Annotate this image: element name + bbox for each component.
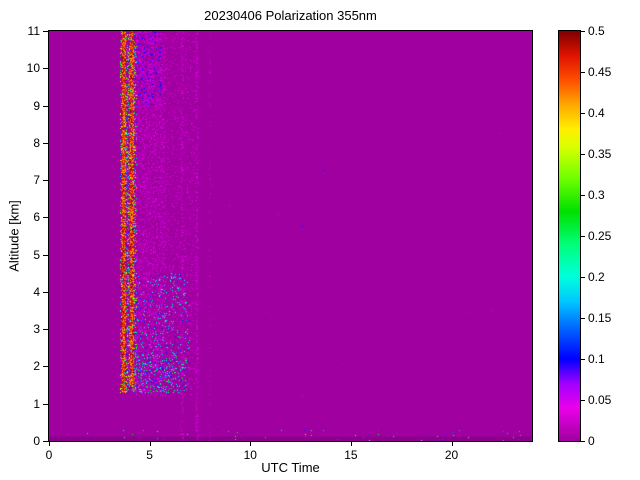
colorbar bbox=[558, 30, 581, 442]
heatmap-canvas bbox=[49, 31, 532, 441]
y-tick-label: 9 bbox=[33, 98, 40, 113]
y-tick-label: 7 bbox=[33, 173, 40, 188]
y-tick-mark bbox=[43, 68, 48, 70]
y-tick-label: 0 bbox=[33, 434, 40, 448]
y-tick-label: 2 bbox=[33, 359, 40, 374]
colorbar-canvas bbox=[559, 31, 580, 441]
y-tick-mark bbox=[43, 254, 48, 256]
colorbar-tick-label: 0.25 bbox=[588, 229, 612, 243]
y-tick-mark bbox=[43, 441, 48, 442]
x-tick-mark bbox=[149, 442, 151, 446]
x-axis-label: UTC Time bbox=[261, 460, 320, 475]
y-tick-label: 5 bbox=[33, 247, 40, 262]
y-tick-label: 3 bbox=[33, 322, 40, 337]
y-tick-mark bbox=[43, 329, 48, 331]
colorbar-tick-mark bbox=[581, 441, 585, 442]
colorbar-tick-label: 0.3 bbox=[588, 188, 605, 202]
y-tick-label: 6 bbox=[33, 210, 40, 225]
y-tick-label: 4 bbox=[33, 284, 40, 299]
colorbar-tick-mark bbox=[581, 236, 585, 237]
colorbar-tick-label: 0.15 bbox=[588, 311, 612, 325]
colorbar-tick-label: 0.05 bbox=[588, 393, 612, 407]
x-tick-mark bbox=[451, 442, 453, 446]
colorbar-tick-label: 0.1 bbox=[588, 352, 605, 366]
chart-title: 20230406 Polarization 355nm bbox=[204, 8, 377, 23]
y-tick-mark bbox=[43, 31, 48, 32]
y-tick-mark bbox=[43, 217, 48, 219]
colorbar-tick-mark bbox=[581, 195, 585, 196]
colorbar-tick-label: 0.4 bbox=[588, 106, 605, 120]
y-tick-label: 1 bbox=[33, 396, 40, 411]
colorbar-tick-label: 0.45 bbox=[588, 65, 612, 79]
plot-area bbox=[48, 30, 533, 442]
x-tick-label: 0 bbox=[45, 448, 53, 462]
colorbar-tick-label: 0 bbox=[588, 434, 595, 448]
x-tick-label: 15 bbox=[344, 448, 358, 462]
colorbar-tick-mark bbox=[581, 400, 585, 401]
y-tick-mark bbox=[43, 291, 48, 293]
x-tick-label: 20 bbox=[444, 448, 459, 462]
x-tick-mark bbox=[250, 442, 252, 446]
y-tick-label: 10 bbox=[26, 61, 40, 76]
x-tick-mark bbox=[350, 442, 352, 446]
colorbar-tick-label: 0.35 bbox=[588, 147, 612, 161]
y-tick-mark bbox=[43, 142, 48, 144]
colorbar-tick-mark bbox=[581, 154, 585, 155]
y-tick-mark bbox=[43, 366, 48, 368]
colorbar-tick-label: 0.5 bbox=[588, 24, 605, 38]
colorbar-tick-label: 0.2 bbox=[588, 270, 605, 284]
x-tick-label: 5 bbox=[146, 448, 153, 462]
colorbar-tick-mark bbox=[581, 31, 585, 32]
x-tick-mark bbox=[49, 442, 50, 446]
colorbar-tick-mark bbox=[581, 359, 585, 360]
colorbar-tick-mark bbox=[581, 72, 585, 73]
colorbar-tick-mark bbox=[581, 318, 585, 319]
x-tick-label: 10 bbox=[243, 448, 257, 462]
colorbar-tick-mark bbox=[581, 113, 585, 114]
y-tick-label: 8 bbox=[33, 135, 40, 150]
colorbar-tick-mark bbox=[581, 277, 585, 278]
y-tick-mark bbox=[43, 105, 48, 107]
y-tick-label: 11 bbox=[27, 24, 40, 38]
y-tick-mark bbox=[43, 180, 48, 182]
y-tick-mark bbox=[43, 403, 48, 405]
